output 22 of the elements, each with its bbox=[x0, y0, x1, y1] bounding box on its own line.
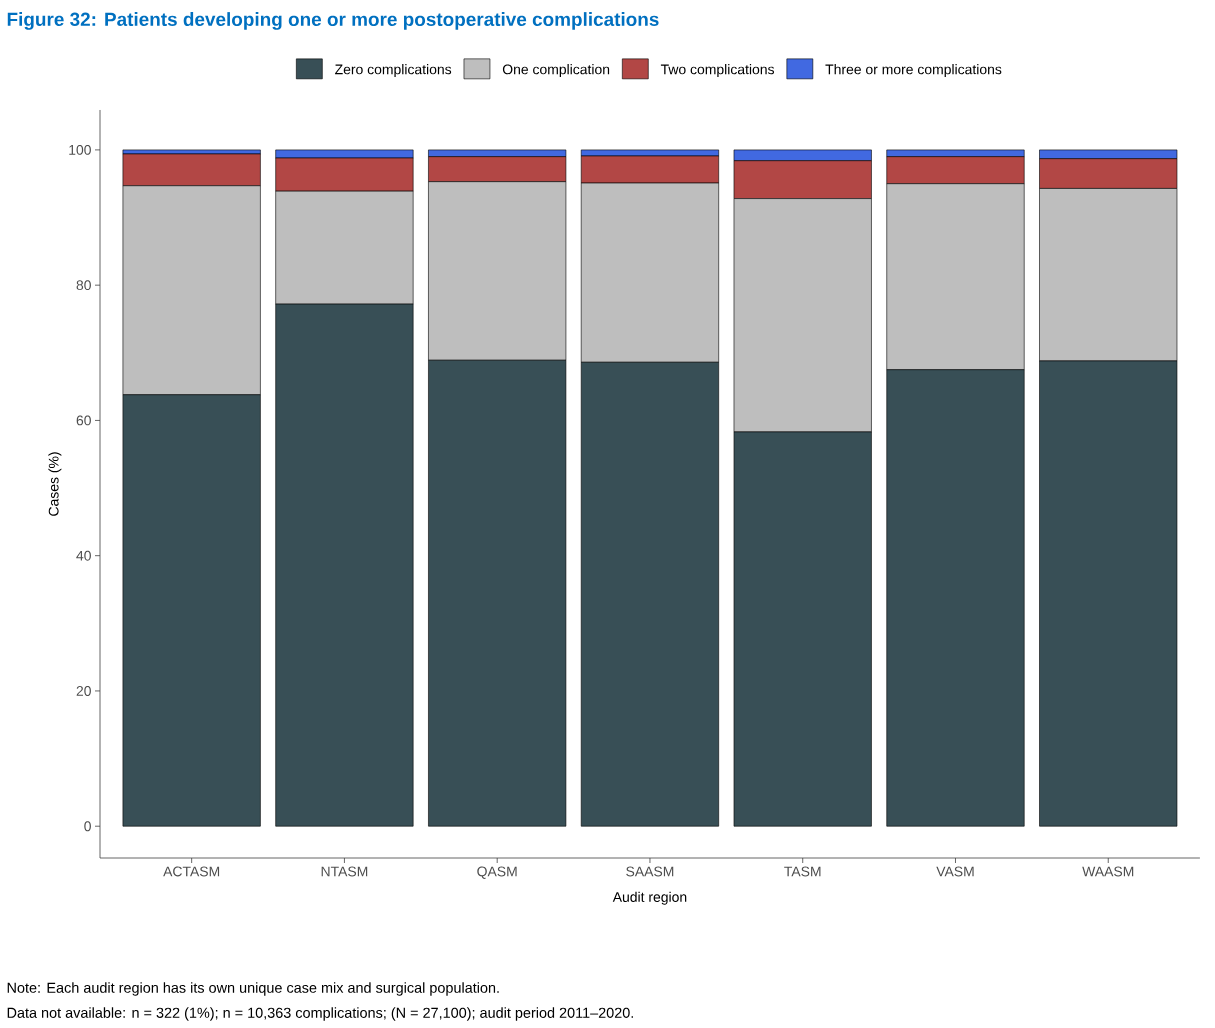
x-tick-label: SAASM bbox=[626, 866, 674, 877]
x-tick-label: ACTASM bbox=[163, 866, 220, 877]
legend-label: Two complications bbox=[660, 64, 775, 78]
text: Note: Each audit region has its own unique case mix and surgical population. bbox=[7, 982, 499, 996]
y-tick-label: 40 bbox=[76, 550, 91, 561]
x-tick-label: WAASM bbox=[1082, 866, 1134, 877]
legend-label: Three or more complications bbox=[825, 64, 1002, 78]
x-tick-label: QASM bbox=[477, 866, 517, 879]
x-tick-label: TASM bbox=[784, 866, 821, 877]
text: Data not available: n = 322 (1%); n = 10,363 complications; (N = 27,100); audit period 2011–2020. bbox=[7, 1007, 633, 1021]
x-tick-label: VASM bbox=[936, 866, 974, 877]
legend-label: Zero complications bbox=[335, 64, 452, 78]
y-tick-label: 80 bbox=[76, 280, 91, 291]
y-axis-title: Cases (%) bbox=[48, 452, 62, 516]
x-axis-title: Audit region bbox=[612, 891, 687, 905]
chart-title: Figure 32: Patients developing one or more postoperative complications bbox=[7, 12, 659, 30]
y-tick-label: 60 bbox=[76, 415, 91, 426]
y-tick-label: 100 bbox=[69, 144, 91, 155]
legend-label: One complication bbox=[502, 64, 610, 78]
y-tick-label: 0 bbox=[84, 821, 91, 832]
y-tick-label: 20 bbox=[76, 686, 91, 696]
x-tick-label: NTASM bbox=[321, 866, 368, 877]
